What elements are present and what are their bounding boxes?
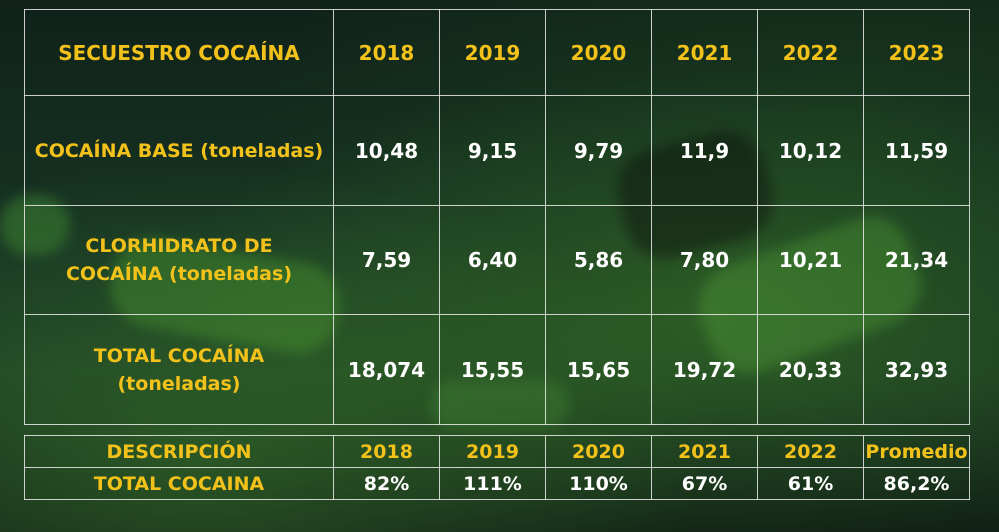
header-cell-year: 2021: [651, 9, 758, 96]
table-cell: 9,15: [439, 95, 546, 206]
header-row: SECUESTRO COCAÍNA 2018 2019 2020 2021 20…: [24, 9, 970, 96]
row-label-line: TOTAL COCAÍNA: [93, 344, 265, 367]
table-row: TOTAL COCAÍNA (toneladas) 18,074 15,55 1…: [24, 314, 970, 425]
table-cell: 111%: [439, 467, 546, 500]
header-cell-year: 2020: [545, 435, 652, 468]
table-row: CLORHIDRATO DE COCAÍNA (toneladas) 7,59 …: [24, 205, 970, 315]
header-cell: DESCRIPCIÓN: [24, 435, 334, 468]
header-cell: SECUESTRO COCAÍNA: [24, 9, 334, 96]
seizure-tonnage-table: SECUESTRO COCAÍNA 2018 2019 2020 2021 20…: [24, 9, 970, 425]
table-cell: 21,34: [863, 205, 970, 315]
table-cell: 15,55: [439, 314, 546, 425]
header-cell-year: 2022: [757, 9, 864, 96]
table-cell: 11,9: [651, 95, 758, 206]
table-cell: 67%: [651, 467, 758, 500]
header-cell-year: 2019: [439, 435, 546, 468]
row-label: CLORHIDRATO DE COCAÍNA (toneladas): [24, 205, 334, 315]
row-label-line: CLORHIDRATO DE: [85, 235, 273, 257]
row-label: TOTAL COCAÍNA (toneladas): [24, 314, 334, 425]
table-cell: 61%: [757, 467, 864, 500]
header-cell-year: 2023: [863, 9, 970, 96]
table-cell: 7,59: [333, 205, 440, 315]
header-cell-average: Promedio: [863, 435, 970, 468]
table-cell: 19,72: [651, 314, 758, 425]
table-cell: 15,65: [545, 314, 652, 425]
table-row: TOTAL COCAINA 82% 111% 110% 67% 61% 86,2…: [24, 467, 970, 500]
table-cell: 7,80: [651, 205, 758, 315]
table-cell: 5,86: [545, 205, 652, 315]
table-cell: 9,79: [545, 95, 652, 206]
row-label-line: (toneladas): [117, 372, 241, 395]
header-cell-year: 2018: [333, 435, 440, 468]
table-row: COCAÍNA BASE (toneladas) 10,48 9,15 9,79…: [24, 95, 970, 206]
table-cell: 32,93: [863, 314, 970, 425]
table-cell: 20,33: [757, 314, 864, 425]
row-label-line: COCAÍNA (toneladas): [65, 263, 292, 285]
table-cell: 10,12: [757, 95, 864, 206]
header-cell-year: 2020: [545, 9, 652, 96]
percentage-table: DESCRIPCIÓN 2018 2019 2020 2021 2022 Pro…: [24, 435, 970, 500]
row-label: COCAÍNA BASE (toneladas): [24, 95, 334, 206]
header-cell-year: 2019: [439, 9, 546, 96]
header-cell-year: 2022: [757, 435, 864, 468]
table-cell: 86,2%: [863, 467, 970, 500]
table-cell: 11,59: [863, 95, 970, 206]
table-cell: 82%: [333, 467, 440, 500]
header-cell-year: 2021: [651, 435, 758, 468]
header-row: DESCRIPCIÓN 2018 2019 2020 2021 2022 Pro…: [24, 435, 970, 468]
table-cell: 10,48: [333, 95, 440, 206]
table-cell: 10,21: [757, 205, 864, 315]
table-cell: 6,40: [439, 205, 546, 315]
row-label: TOTAL COCAINA: [24, 467, 334, 500]
table-cell: 110%: [545, 467, 652, 500]
header-cell-year: 2018: [333, 9, 440, 96]
table-cell: 18,074: [333, 314, 440, 425]
